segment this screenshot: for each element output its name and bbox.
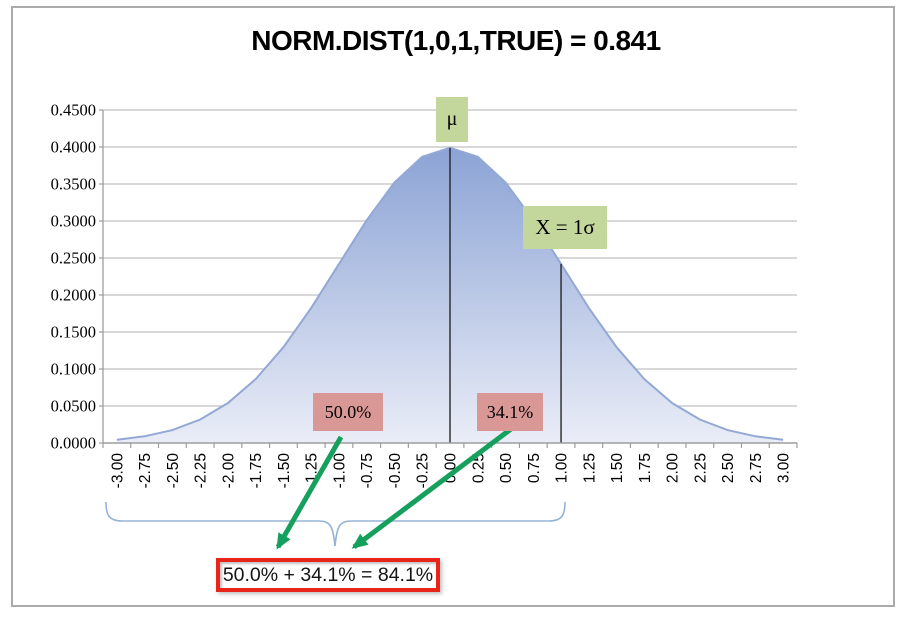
x-tick-label: 2.00 <box>665 453 682 484</box>
y-tick-label: 0.2000 <box>51 286 96 305</box>
y-tick-label: 0.0000 <box>51 434 96 453</box>
y-axis-labels: 0.4500 0.4000 0.3500 0.3000 0.2500 0.2000 0.15… <box>51 101 96 453</box>
x-tick-label: 2.75 <box>748 453 765 483</box>
x-tick-label: -3.00 <box>109 453 126 489</box>
y-tick-label: 0.4000 <box>51 138 96 157</box>
sigma-label: X = 1σ <box>523 206 607 249</box>
x-tick-label: 1.50 <box>609 453 626 484</box>
marker-lines <box>449 147 562 443</box>
x-tick-label: -0.50 <box>387 453 404 489</box>
sum-result-box: 50.0% + 34.1% = 84.1% <box>216 558 440 592</box>
x-tick-label: 2.25 <box>692 453 709 483</box>
y-tick-label: 0.1500 <box>51 323 96 342</box>
x-tick-label: -0.25 <box>415 453 432 488</box>
x-tick-label: 2.50 <box>720 453 737 484</box>
x-tick-label: 1.25 <box>581 453 598 483</box>
normal-curve-edge <box>116 146 784 441</box>
y-tick-label: 0.0500 <box>51 397 96 416</box>
x-tick-label: -2.75 <box>137 453 154 488</box>
x-axis-labels: -3.00 -2.75 -2.50 -2.25 -2.00 -1.75 -1.50 -1.25… <box>109 453 792 489</box>
x-tick-label: -1.00 <box>331 453 348 489</box>
x-tick-label: 3.00 <box>776 453 793 484</box>
x-tick-label: -1.75 <box>248 453 265 488</box>
y-tick-label: 0.3000 <box>51 212 96 231</box>
y-tick-label: 0.3500 <box>51 175 96 194</box>
x-tick-label: -2.25 <box>193 453 210 488</box>
x-tick-label: -2.00 <box>220 453 237 489</box>
x-tick-label: 0.50 <box>498 453 515 484</box>
x-tick-label: -0.75 <box>359 453 376 488</box>
area-left-percent-label: 50.0% <box>313 393 383 431</box>
chart-title: NORM.DIST(1,0,1,TRUE) = 0.841 <box>251 25 661 56</box>
x-tick-label: 0.25 <box>470 453 487 483</box>
range-brace <box>105 501 566 547</box>
axes <box>99 109 798 448</box>
mu-label: μ <box>436 97 468 142</box>
y-tick-label: 0.1000 <box>51 360 96 379</box>
arrows <box>275 427 513 550</box>
x-tick-label: -2.50 <box>165 453 182 489</box>
arrow-left <box>275 435 344 550</box>
x-tick-label: 0.75 <box>526 453 543 483</box>
area-right-percent-label: 34.1% <box>477 393 543 431</box>
arrow-right <box>351 427 513 549</box>
x-tick-label: 1.75 <box>637 453 654 483</box>
y-tick-label: 0.4500 <box>51 101 96 120</box>
x-tick-label: 1.00 <box>554 453 571 484</box>
x-tick-label: -1.50 <box>276 453 293 489</box>
y-tick-label: 0.2500 <box>51 249 96 268</box>
